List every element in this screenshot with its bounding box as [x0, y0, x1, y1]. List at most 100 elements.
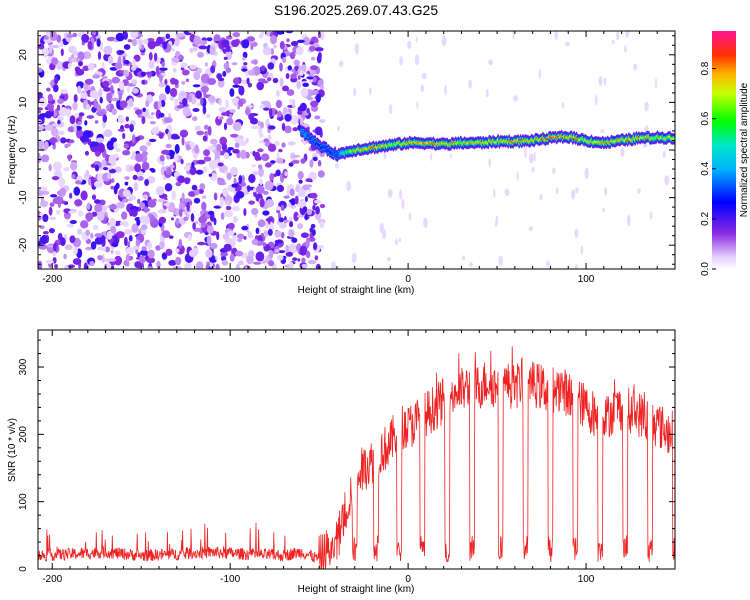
- noise-speckle: [131, 208, 138, 217]
- noise-speckle: [115, 32, 125, 42]
- noise-speckle: [221, 112, 228, 116]
- noise-speckle: [289, 98, 294, 104]
- spectrogram-y-ticks: -20 -10 0 10 20: [18, 35, 675, 265]
- noise-speckle: [39, 97, 47, 106]
- noise-speckle: [243, 208, 247, 217]
- noise-speckle: [66, 108, 71, 118]
- noise-speckle: [306, 107, 310, 114]
- noise-speckle: [124, 236, 128, 247]
- noise-speckle: [102, 76, 108, 79]
- noise-speckle: [218, 77, 225, 82]
- noise-speckle: [239, 149, 247, 160]
- noise-speckle: [218, 97, 222, 106]
- noise-speckle: [272, 77, 279, 84]
- noise-speckle: [242, 51, 248, 59]
- noise-speckle: [305, 250, 311, 259]
- noise-speckle: [69, 220, 77, 224]
- noise-speckle: [168, 235, 174, 239]
- x-tick-label: 0: [405, 274, 411, 285]
- noise-speckle: [270, 48, 275, 55]
- noise-speckle: [198, 45, 208, 50]
- noise-speckle: [159, 155, 165, 162]
- noise-speckle: [287, 65, 292, 71]
- noise-speckle: [277, 254, 284, 261]
- noise-speckle: [204, 62, 208, 67]
- noise-speckle: [394, 238, 398, 246]
- noise-speckle: [141, 161, 150, 171]
- noise-speckle: [594, 94, 598, 106]
- noise-speckle: [128, 98, 134, 107]
- noise-speckle: [137, 198, 141, 204]
- noise-speckle: [493, 188, 496, 199]
- noise-speckle: [85, 103, 90, 111]
- noise-speckle: [248, 173, 256, 184]
- noise-speckle: [94, 203, 103, 213]
- noise-speckle: [184, 208, 188, 216]
- noise-speckle: [173, 67, 177, 73]
- noise-speckle: [118, 80, 125, 91]
- noise-speckle: [232, 149, 240, 154]
- noise-speckle: [269, 173, 275, 182]
- noise-speckle: [611, 39, 615, 45]
- noise-speckle: [574, 264, 578, 269]
- noise-speckle: [53, 161, 62, 172]
- noise-speckle: [258, 167, 264, 177]
- noise-speckle: [308, 260, 317, 265]
- noise-speckle: [290, 198, 296, 206]
- noise-speckle: [147, 38, 155, 42]
- noise-speckle: [45, 259, 54, 264]
- noise-speckle: [267, 133, 272, 141]
- noise-speckle: [157, 198, 166, 203]
- noise-speckle: [136, 218, 141, 226]
- signal-ridge-layer: [299, 125, 675, 162]
- noise-speckle: [84, 150, 90, 156]
- noise-speckle: [275, 99, 282, 109]
- noise-speckle: [147, 266, 154, 269]
- noise-speckle: [73, 124, 77, 133]
- noise-speckle: [224, 210, 234, 218]
- noise-speckle: [90, 176, 95, 186]
- noise-speckle: [270, 160, 276, 164]
- noise-speckle: [193, 46, 198, 52]
- noise-speckle: [92, 74, 101, 79]
- noise-speckle: [283, 219, 289, 223]
- noise-speckle: [189, 64, 197, 70]
- noise-speckle: [85, 246, 93, 251]
- colorbar-label: Normalized spectral amplitude: [739, 82, 750, 217]
- noise-speckle: [561, 102, 565, 109]
- noise-speckle: [315, 93, 321, 103]
- noise-speckle: [46, 244, 55, 248]
- noise-speckle: [193, 70, 201, 81]
- noise-speckle: [183, 165, 191, 172]
- noise-speckle: [98, 88, 103, 98]
- noise-speckle: [574, 228, 579, 238]
- noise-speckle: [149, 121, 156, 125]
- noise-speckle: [319, 203, 326, 209]
- noise-speckle: [213, 192, 218, 201]
- noise-speckle: [602, 207, 606, 213]
- noise-speckle: [300, 232, 309, 238]
- noise-speckle: [260, 31, 265, 37]
- noise-speckle: [305, 239, 310, 248]
- noise-speckle: [89, 260, 95, 267]
- noise-speckle: [139, 202, 146, 209]
- noise-speckle: [141, 246, 147, 251]
- noise-speckle: [267, 62, 275, 70]
- noise-speckle: [286, 38, 290, 43]
- noise-speckle: [188, 31, 198, 34]
- noise-speckle: [223, 243, 232, 252]
- noise-speckle: [539, 193, 543, 201]
- y-tick-label: 100: [18, 493, 29, 510]
- noise-speckle: [337, 125, 340, 132]
- noise-speckle: [233, 77, 240, 85]
- noise-speckle: [58, 177, 66, 188]
- noise-speckle: [156, 260, 161, 269]
- noise-speckle: [146, 257, 156, 264]
- noise-speckle: [231, 97, 240, 104]
- noise-speckle: [314, 255, 319, 261]
- noise-speckle: [297, 110, 303, 115]
- noise-speckle: [176, 105, 185, 109]
- noise-speckle: [238, 140, 247, 147]
- noise-speckle: [227, 147, 234, 151]
- noise-speckle: [43, 36, 49, 40]
